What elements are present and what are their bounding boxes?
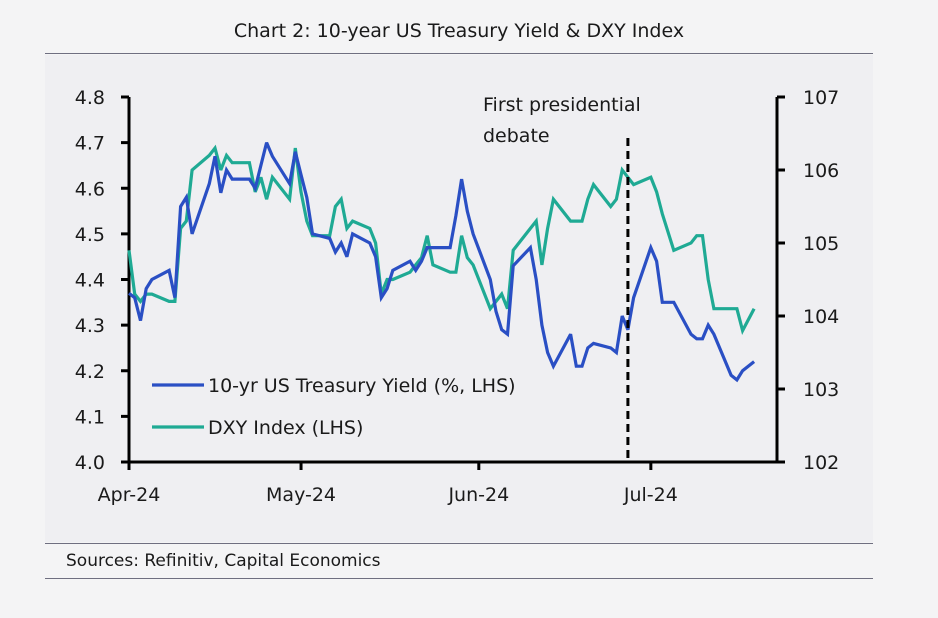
debate-annotation-text: debate — [483, 125, 550, 147]
right-tick-label: 106 — [803, 160, 839, 182]
treasury-yield-line — [128, 141, 756, 383]
title-divider — [45, 53, 873, 54]
left-tick-label: 4.1 — [75, 406, 105, 428]
right-tick-label: 105 — [803, 233, 839, 255]
debate-annotation-text: First presidential — [483, 94, 641, 116]
annotation-layer: First presidential debate — [483, 94, 641, 460]
source-note: Sources: Refinitiv, Capital Economics — [66, 551, 381, 571]
x-tick-label: Jul-24 — [623, 484, 678, 506]
dxy-index-line — [127, 144, 756, 336]
left-tick-label: 4.2 — [75, 361, 105, 383]
right-tick-label: 103 — [803, 379, 839, 401]
left-tick-label: 4.3 — [75, 315, 105, 337]
series-layer — [127, 141, 756, 383]
source-divider-top — [45, 543, 873, 544]
legend: 10-yr US Treasury Yield (%, LHS) DXY Inde… — [152, 375, 516, 439]
x-tick-label: Apr-24 — [98, 484, 161, 506]
source-divider-bottom — [45, 578, 873, 579]
x-tick-label: May-24 — [266, 484, 336, 506]
right-tick-label: 104 — [803, 306, 839, 328]
axes: 4.0 4.1 4.2 4.3 4.4 4.5 4.6 4.7 4.8 102 103 104 105 1… — [75, 87, 839, 506]
right-tick-label: 107 — [803, 87, 839, 109]
x-tick-label: Jun-24 — [447, 484, 509, 506]
left-tick-label: 4.7 — [75, 133, 105, 155]
right-tick-label: 102 — [803, 452, 839, 474]
left-tick-label: 4.5 — [75, 224, 105, 246]
left-tick-label: 4.4 — [75, 270, 105, 292]
legend-label: DXY Index (LHS) — [208, 417, 363, 439]
chart-title: Chart 2: 10-year US Treasury Yield & DXY… — [233, 20, 685, 42]
left-tick-label: 4.8 — [75, 87, 105, 109]
left-tick-label: 4.6 — [75, 178, 105, 200]
legend-label: 10-yr US Treasury Yield (%, LHS) — [208, 375, 516, 397]
left-tick-label: 4.0 — [75, 452, 105, 474]
